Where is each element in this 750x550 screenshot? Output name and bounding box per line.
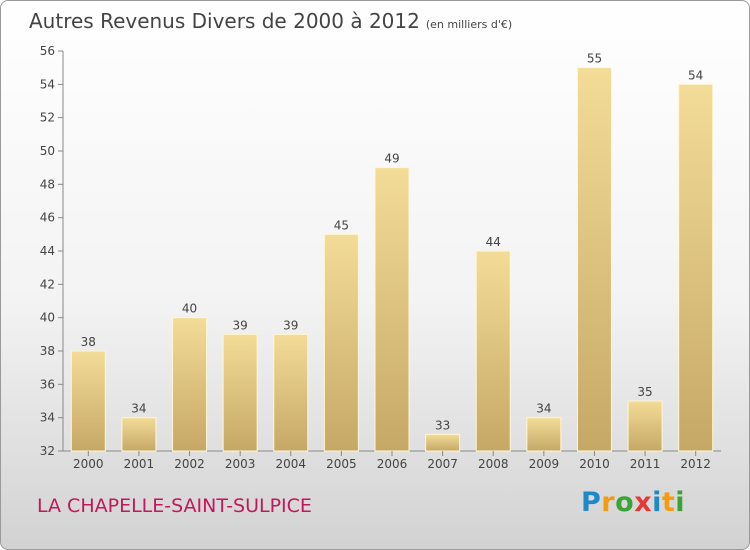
logo-letter: i [652,487,662,518]
bar [576,67,612,452]
y-tick-label: 34 [40,411,55,425]
y-tick-label: 54 [40,77,55,91]
x-tick-label: 2002 [174,457,205,471]
x-tick-label: 2001 [124,457,155,471]
bar [121,417,157,452]
commune-name: LA CHAPELLE-SAINT-SULPICE [37,495,312,517]
chart-title: Autres Revenus Divers de 2000 à 2012 (en … [29,9,512,33]
bar-value-label: 39 [233,318,248,332]
chart-unit: (en milliers d'€) [425,18,513,31]
logo-letter: r [601,487,616,518]
chart-title-text: Autres Revenus Divers de 2000 à 2012 [29,9,420,33]
bar [526,417,562,452]
y-tick-label: 40 [40,311,55,325]
bar-value-label: 35 [637,385,652,399]
x-tick-label: 2006 [377,457,408,471]
x-tick-label: 2009 [529,457,560,471]
x-tick-label: 2000 [73,457,104,471]
x-tick-label: 2003 [225,457,256,471]
x-tick-label: 2010 [579,457,610,471]
x-tick-label: 2011 [630,457,661,471]
bar-value-label: 54 [688,68,703,82]
bar-value-label: 44 [486,235,501,249]
bar [222,333,258,452]
x-tick-label: 2012 [680,457,711,471]
proxiti-logo: Proxiti [581,487,685,518]
y-tick-label: 50 [40,144,55,158]
bar [374,167,410,452]
bar-value-label: 33 [435,418,450,432]
x-tick-label: 2007 [427,457,458,471]
y-tick-label: 56 [40,44,55,58]
bar-value-label: 38 [81,335,96,349]
bar [172,317,208,452]
bar [273,333,309,452]
bar-value-label: 45 [334,218,349,232]
bar [70,350,106,452]
logo-letter: x [634,487,653,518]
y-tick-label: 44 [40,244,55,258]
y-tick-label: 42 [40,277,55,291]
logo-letter: t [661,487,676,518]
bar [323,233,359,452]
bar-value-label: 55 [587,52,602,66]
y-tick-label: 48 [40,177,55,191]
y-tick-label: 52 [40,111,55,125]
bar [627,400,663,452]
logo-letter: i [675,487,686,518]
logo-letter: P [581,487,602,518]
bar-value-label: 34 [131,402,146,416]
y-tick-label: 36 [40,377,55,391]
y-tick-label: 38 [40,344,55,358]
bar-value-label: 34 [536,402,551,416]
bar-value-label: 39 [283,318,298,332]
y-tick-label: 46 [40,211,55,225]
x-tick-label: 2004 [275,457,306,471]
bar [475,250,511,452]
y-tick-label: 32 [40,444,55,458]
bar-value-label: 49 [384,152,399,166]
x-tick-label: 2005 [326,457,357,471]
logo-letter: o [615,487,635,518]
bar [425,433,461,452]
bar [678,83,714,452]
x-tick-label: 2008 [478,457,509,471]
bar-value-label: 40 [182,302,197,316]
